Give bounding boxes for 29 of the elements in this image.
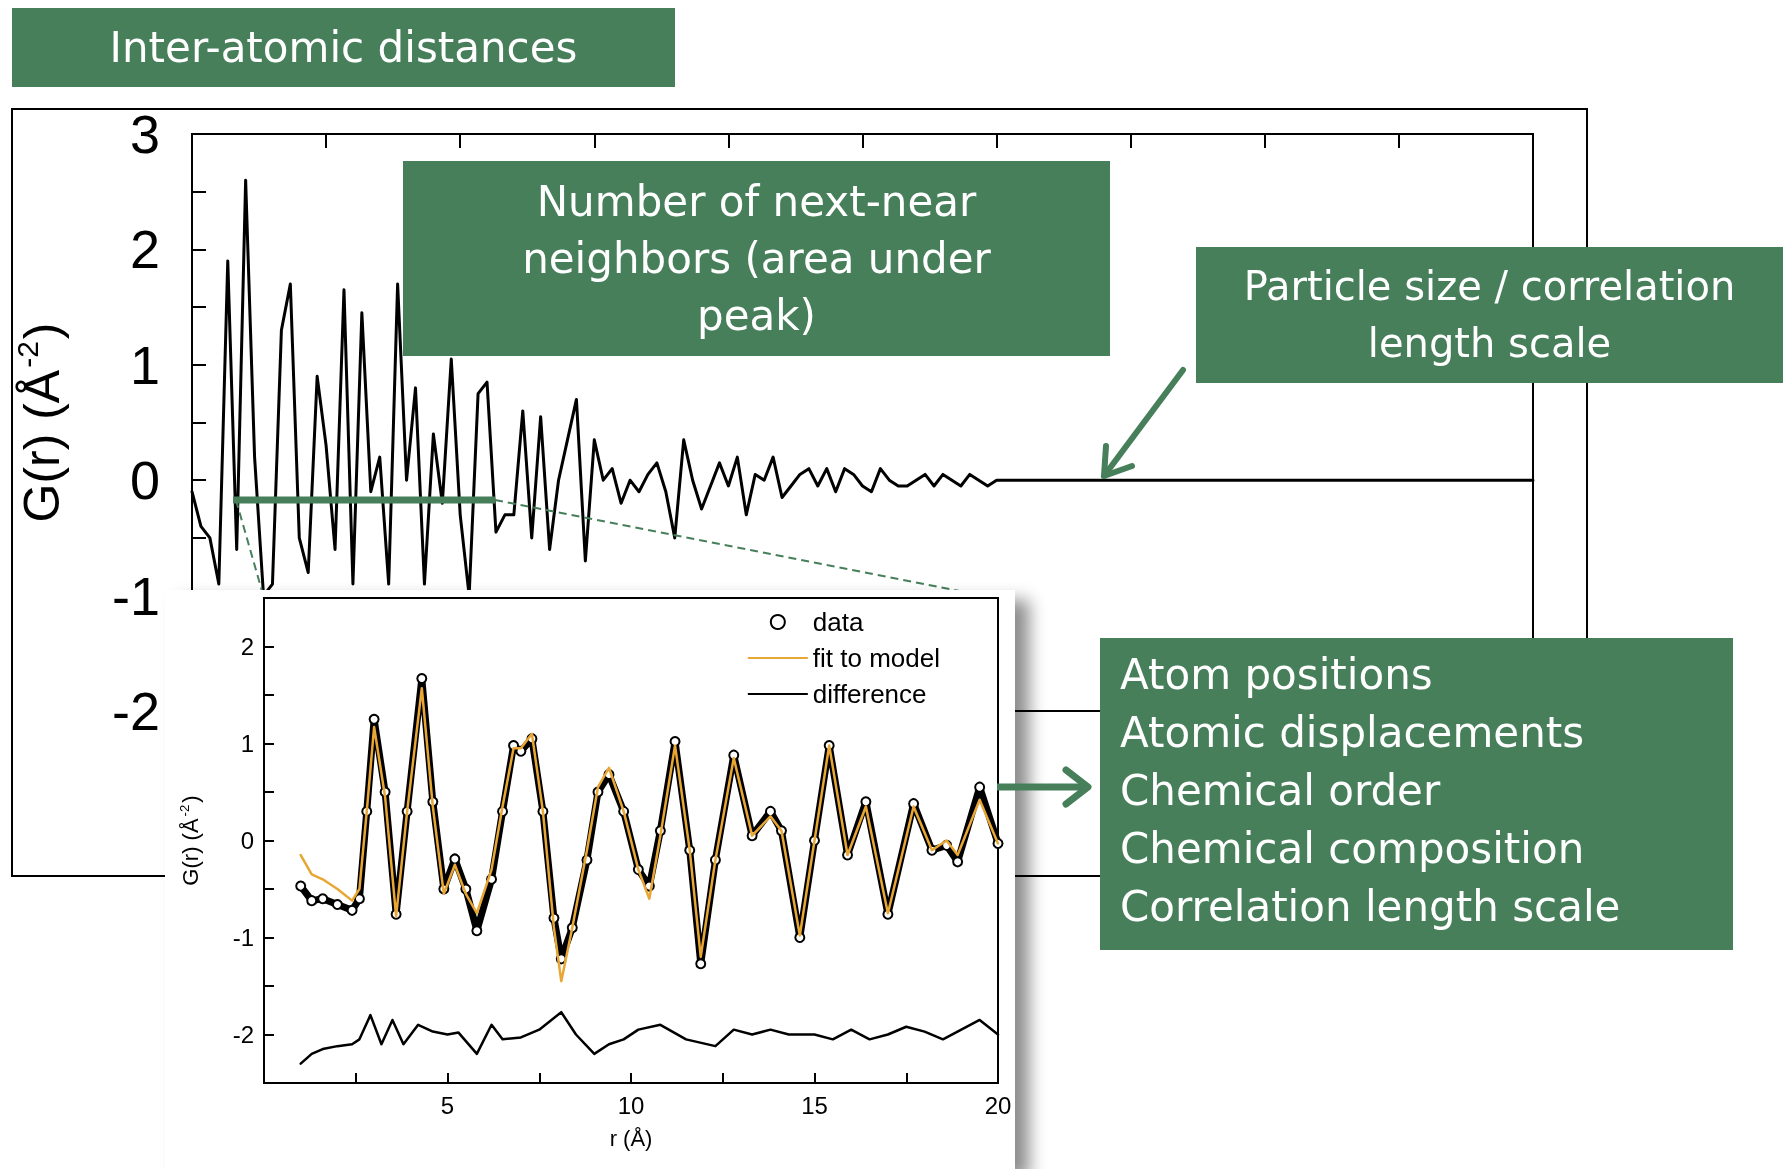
x-tick-label: 20 (984, 1091, 1012, 1119)
legend-label: difference (812, 679, 927, 709)
y-tick-label: 0 (240, 827, 254, 854)
x-tick-label: 15 (801, 1091, 828, 1119)
y-tick-label: -2 (111, 681, 160, 741)
x-axis-title: r (Å) (609, 1125, 653, 1151)
y-tick-label: -2 (232, 1021, 254, 1048)
callout: Particle size / correlation length scale (1196, 247, 1783, 383)
title-banner: Inter-atomic distances (12, 8, 675, 87)
y-axis-title: G(r) (Å-2) (10, 322, 70, 523)
x-tick-label: 5 (440, 1091, 455, 1119)
y-tick-label: 0 (129, 450, 160, 511)
y-tick-label: 1 (129, 334, 160, 395)
y-tick-label: 1 (240, 730, 254, 757)
legend-label: data (812, 607, 864, 637)
y-tick-label: 3 (129, 104, 160, 164)
callout: Number of next-near neighbors (area under peak) (403, 161, 1110, 356)
annotation: Particle size / correlation length scale (1242, 262, 1737, 368)
x-tick-label: 10 (617, 1091, 645, 1119)
callout: Atom positions Atomic displacements Chemical order Chemical composition Correlation length scale (1100, 638, 1733, 950)
y-axis-title: G(r) (Å-2) (176, 795, 204, 886)
y-tick-label: -1 (232, 924, 254, 951)
y-tick-label: 2 (129, 219, 160, 280)
annotation: Atom positions Atomic displacements Chemical order Chemical composition Correlation length scale (1120, 650, 1621, 931)
annotation: Number of next-near neighbors (area under peak) (521, 176, 992, 342)
legend-label: fit to model (812, 643, 940, 673)
y-tick-label: -1 (111, 565, 160, 626)
chart-title: Inter-atomic distances (109, 23, 578, 72)
y-tick-label: 2 (240, 633, 254, 660)
